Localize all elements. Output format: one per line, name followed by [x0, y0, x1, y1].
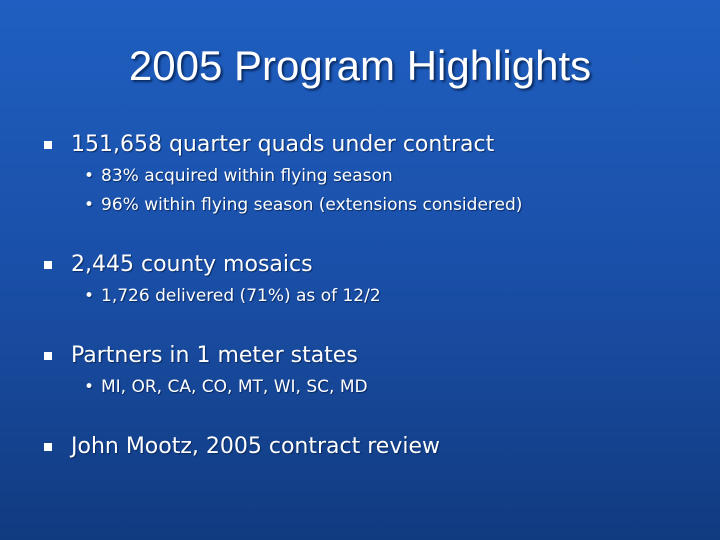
bullet: Partners in 1 meter states: [44, 339, 522, 373]
bullet: 2,445 county mosaics: [44, 248, 522, 282]
spacer: [44, 311, 522, 339]
sub-bullet: 96% within flying season (extensions con…: [44, 191, 522, 220]
bullet: 151,658 quarter quads under contract: [44, 128, 522, 162]
slide-title: 2005 Program Highlights: [128, 42, 592, 89]
sub-bullet: 1,726 delivered (71%) as of 12/2: [44, 282, 522, 311]
sub-bullet: 83% acquired within flying season: [44, 162, 522, 191]
sub-bullet: MI, OR, CA, CO, MT, WI, SC, MD: [44, 373, 522, 402]
spacer: [44, 220, 522, 248]
bullet: John Mootz, 2005 contract review: [44, 430, 522, 464]
spacer: [44, 402, 522, 430]
bullet-list: 151,658 quarter quads under contract83% …: [44, 128, 522, 464]
